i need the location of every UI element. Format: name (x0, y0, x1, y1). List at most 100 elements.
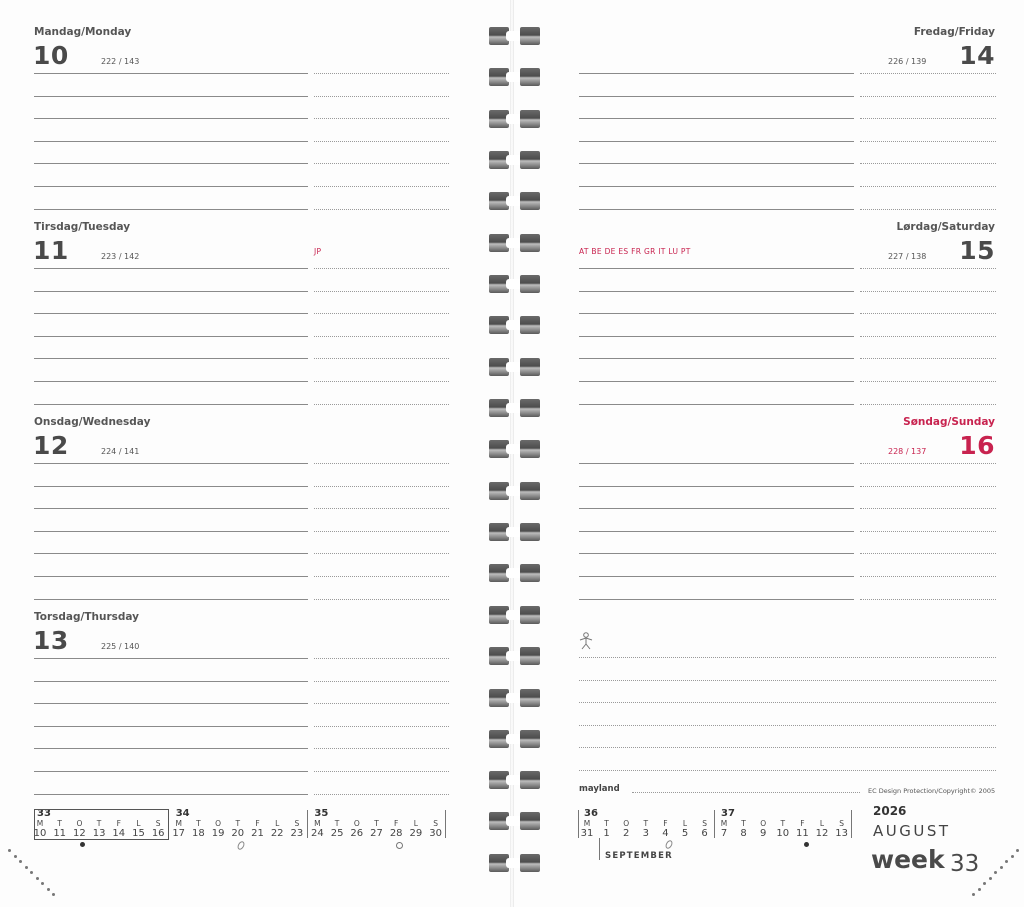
dotted-line (314, 358, 449, 360)
dotted-line (314, 208, 449, 210)
dotted-line (314, 163, 449, 165)
ring-wire (506, 610, 523, 620)
mini-day-letter: L (819, 819, 825, 828)
dotted-line (860, 576, 996, 577)
holiday-codes: AT BE DE ES FR GR IT LU PT (579, 247, 691, 256)
ring-right (520, 27, 540, 45)
ring-right (520, 647, 540, 665)
dotted-line (860, 208, 996, 210)
mini-day-letter: T (57, 819, 62, 828)
day-count: 223 / 142 (101, 252, 140, 261)
day-number: 14 (959, 41, 995, 70)
ring-right (520, 399, 540, 417)
ring-left (489, 854, 509, 872)
corner-dot (35, 876, 39, 880)
ring-right (520, 730, 540, 748)
ring-right (520, 689, 540, 707)
mini-day-letter: S (155, 819, 161, 828)
ring-left (489, 151, 509, 169)
ring-wire (506, 568, 523, 578)
writing-line (34, 508, 308, 510)
mini-day-letter: T (643, 819, 649, 828)
notes-line (579, 769, 996, 771)
writing-line (34, 95, 308, 97)
mini-day-number: 5 (681, 828, 689, 839)
dotted-line (314, 793, 449, 795)
writing-line (579, 268, 854, 269)
writing-line (34, 381, 308, 382)
mini-day-letter: L (275, 819, 280, 828)
binding-ring (489, 358, 540, 376)
day-name: Mandag/Monday (34, 26, 132, 38)
writing-line (579, 485, 854, 487)
writing-line (579, 530, 854, 532)
ring-left (489, 440, 509, 458)
binding-ring (489, 275, 540, 293)
notes-line (579, 657, 996, 658)
dotted-line (860, 290, 996, 292)
copyright-text: EC Design Protection/Copyright© 2005 (868, 787, 996, 795)
mini-week-number: 37 (721, 808, 735, 819)
mini-day-number: 10 (33, 828, 47, 839)
ring-right (520, 192, 540, 210)
notes-line (579, 724, 996, 726)
corner-dot (24, 865, 28, 869)
ring-right (520, 523, 540, 541)
mini-day-letter: F (255, 819, 260, 828)
day-name: Fredag/Friday (913, 26, 995, 38)
mini-day-number: 15 (132, 828, 145, 839)
corner-dot (999, 865, 1003, 869)
ring-wire (506, 816, 523, 826)
corner-dot (8, 849, 11, 852)
corner-dot (994, 871, 997, 874)
dotted-line (314, 576, 449, 577)
binding-ring (489, 523, 540, 541)
mini-day-number: 20 (231, 828, 245, 839)
dotted-line (314, 680, 449, 682)
mini-day-letter: S (433, 819, 438, 828)
dotted-line (860, 335, 996, 337)
new-moon-icon (396, 842, 403, 849)
writing-line (579, 290, 854, 292)
dotted-line (314, 748, 449, 750)
dotted-line (860, 530, 996, 532)
mini-day-number: 3 (642, 828, 649, 839)
footer-line (632, 792, 860, 793)
mini-day-number: 30 (429, 828, 442, 839)
writing-line (579, 186, 854, 187)
day-count: 225 / 140 (101, 642, 140, 651)
ring-right (520, 854, 540, 872)
dotted-line (860, 463, 996, 464)
ring-wire (506, 527, 523, 537)
day-number: 15 (959, 236, 995, 265)
ring-right (520, 234, 540, 252)
writing-line (34, 530, 308, 532)
dotted-line (314, 463, 449, 464)
right-page (512, 0, 1024, 907)
mini-week-number: 35 (314, 808, 329, 819)
dotted-line (860, 553, 996, 555)
writing-line (34, 163, 308, 165)
mini-day-letter: T (334, 819, 340, 828)
mini-day-number: 7 (720, 828, 728, 839)
mini-day-letter: F (663, 819, 668, 828)
dotted-line (314, 73, 449, 74)
ring-wire (506, 734, 523, 744)
next-month-label: SEPTEMBER (605, 851, 673, 861)
notes-line (579, 679, 996, 681)
mini-day-letter: M (720, 819, 728, 828)
dotted-line (860, 485, 996, 487)
mini-day-letter: O (76, 819, 83, 828)
writing-line (34, 73, 308, 74)
binding-ring (489, 854, 540, 872)
mini-day-number: 22 (270, 828, 284, 839)
mini-day-number: 11 (796, 828, 809, 839)
dotted-line (314, 381, 449, 382)
day-count: 226 / 139 (888, 57, 927, 66)
ring-wire (506, 693, 523, 703)
ring-left (489, 27, 509, 45)
dotted-line (314, 703, 449, 705)
mini-day-letter: S (839, 819, 844, 828)
ring-wire (506, 114, 523, 124)
writing-line (579, 163, 854, 165)
